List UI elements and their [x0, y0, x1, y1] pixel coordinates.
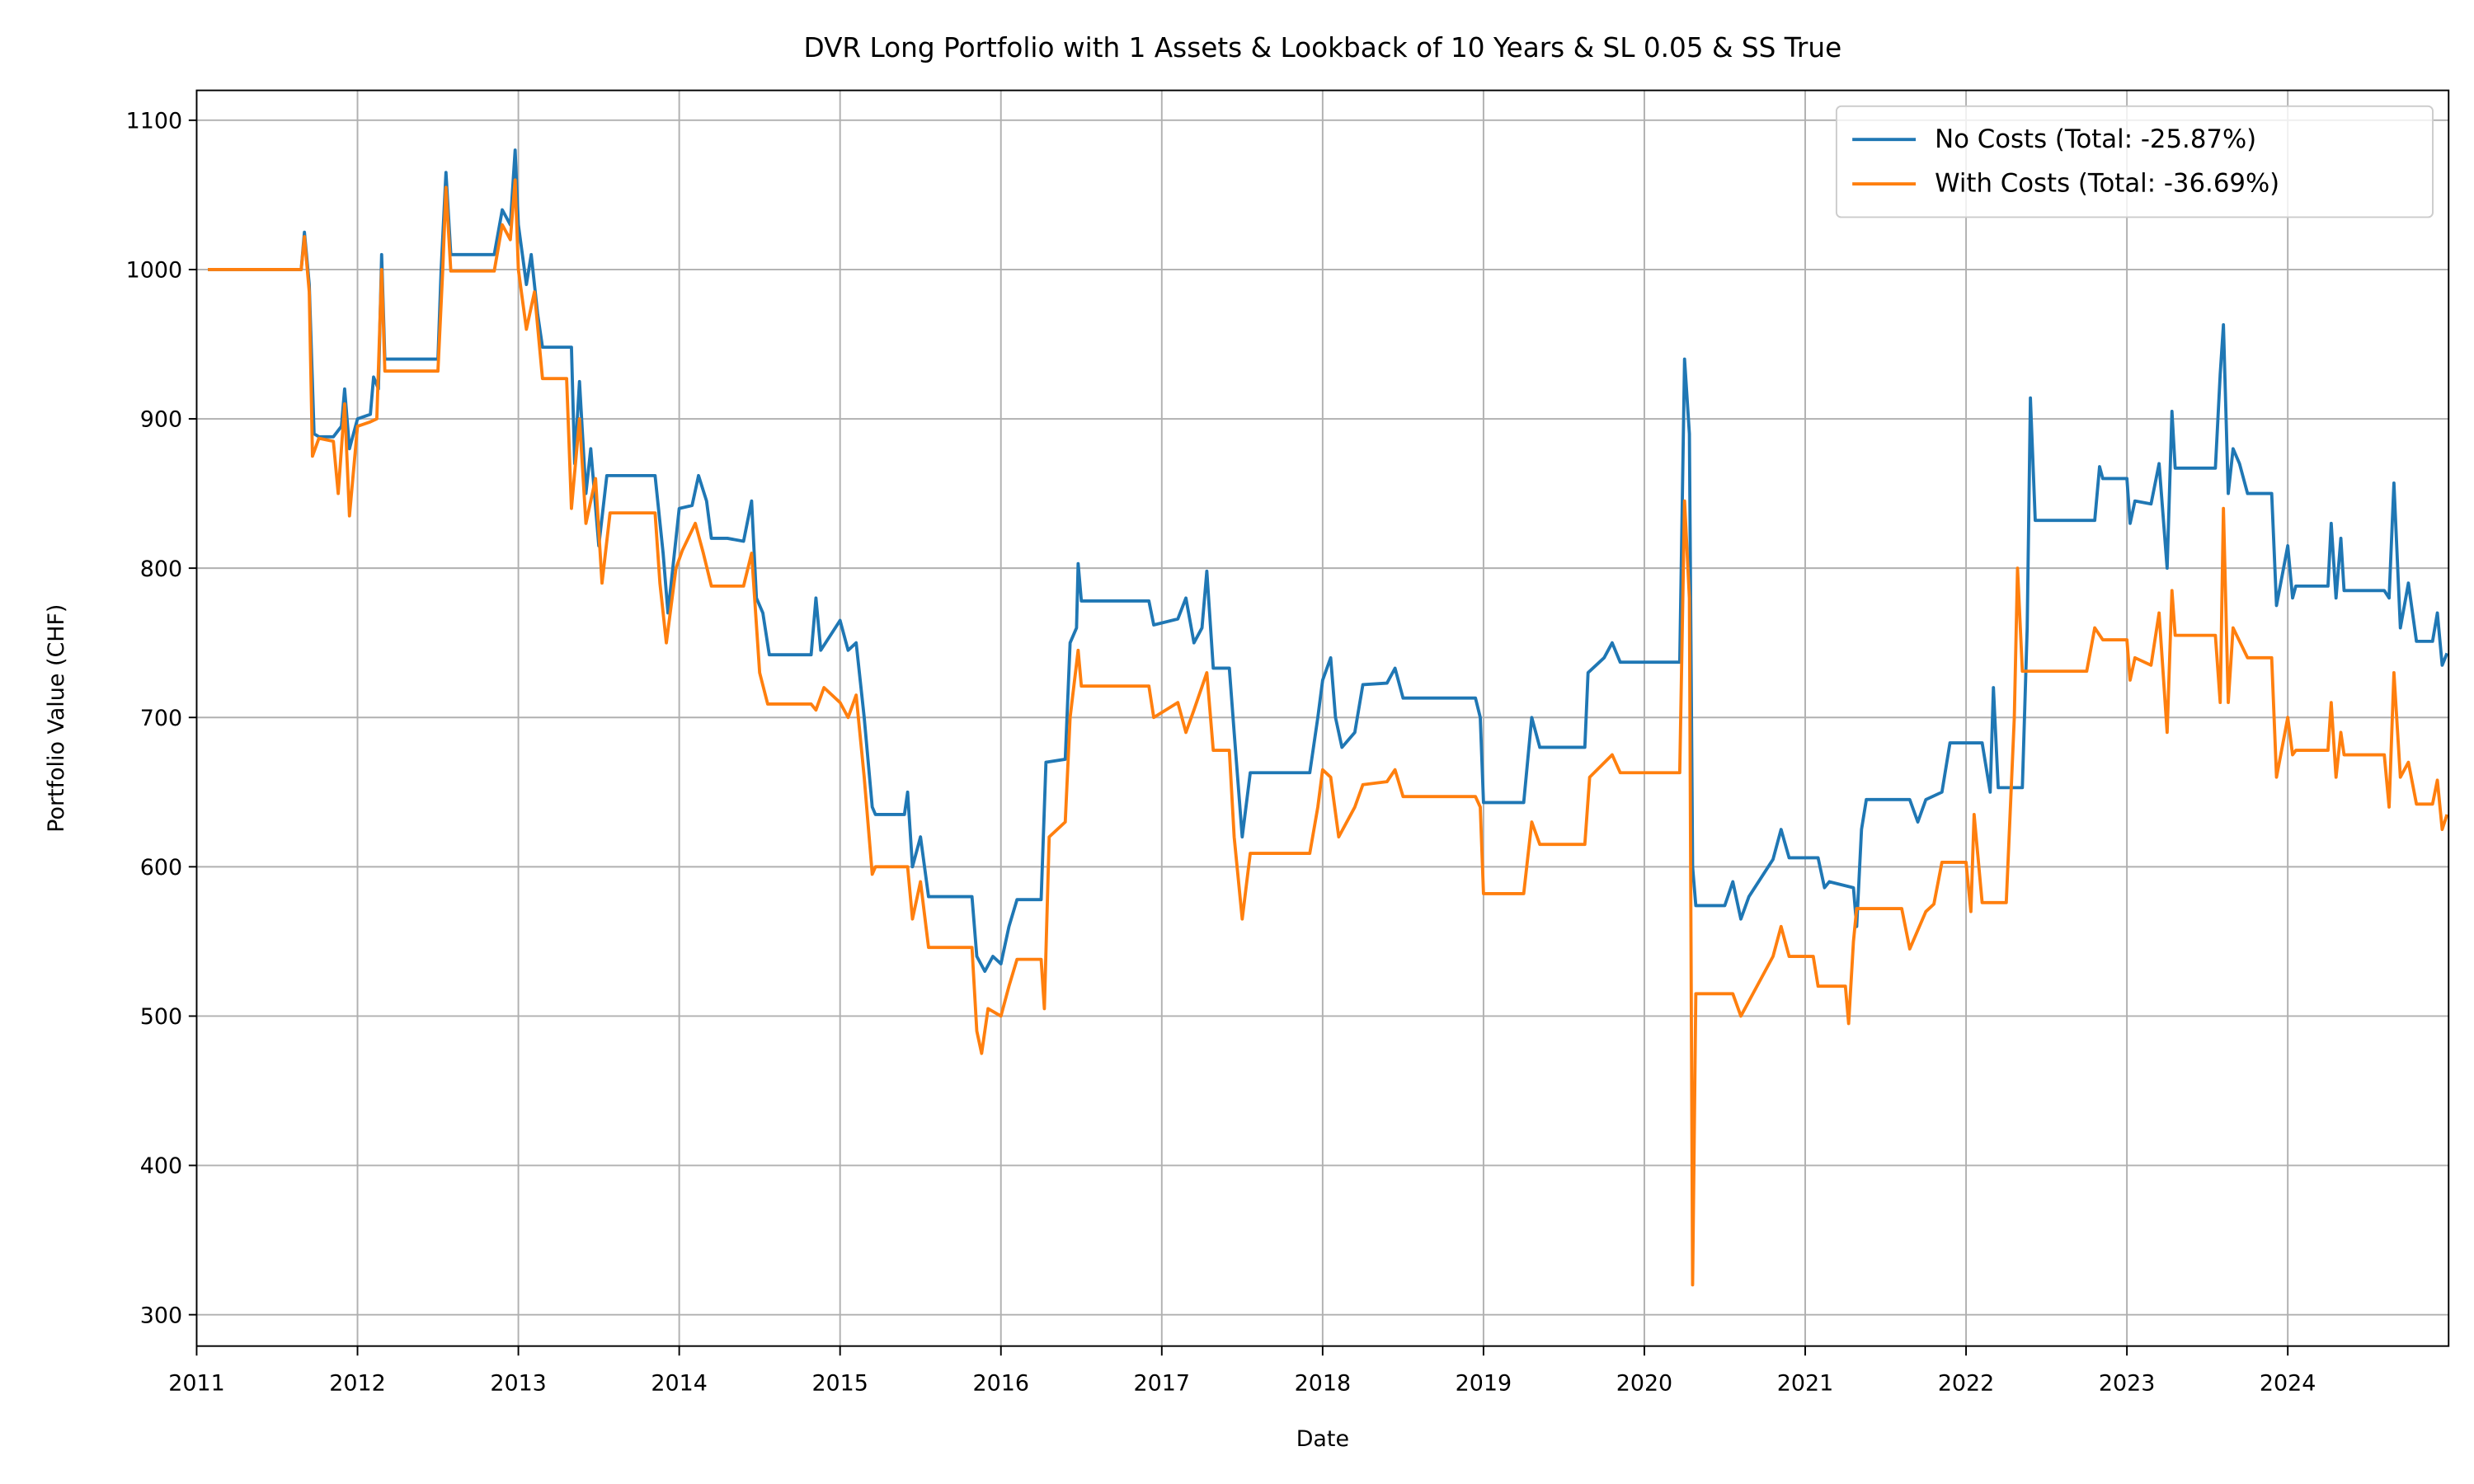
y-tick-label: 800	[140, 556, 182, 582]
y-tick-label: 500	[140, 1004, 182, 1030]
y-tick-label: 700	[140, 706, 182, 731]
legend-label: No Costs (Total: -25.87%)	[1935, 124, 2256, 154]
y-tick-label: 600	[140, 855, 182, 881]
y-tick-label: 1000	[126, 258, 182, 284]
y-tick-label: 300	[140, 1303, 182, 1328]
x-tick-label: 2022	[1938, 1371, 1994, 1397]
legend-box	[1835, 105, 2434, 218]
series-line	[208, 178, 2449, 1287]
x-tick-label: 2018	[1295, 1371, 1351, 1397]
legend-label: With Costs (Total: -36.69%)	[1935, 169, 2279, 199]
x-axis-label: Date	[1296, 1426, 1349, 1452]
x-tick-label: 2015	[811, 1371, 868, 1397]
y-tick-label: 1100	[126, 108, 182, 134]
x-tick-label: 2023	[2099, 1371, 2155, 1397]
x-tick-label: 2021	[1777, 1371, 1833, 1397]
y-tick-label: 400	[140, 1153, 182, 1179]
x-tick-label: 2017	[1134, 1371, 1190, 1397]
x-tick-label: 2013	[490, 1371, 546, 1397]
x-tick-label: 2024	[2260, 1371, 2316, 1397]
y-tick-label: 900	[140, 407, 182, 433]
x-tick-label: 2011	[168, 1371, 224, 1397]
chart-title: DVR Long Portfolio with 1 Assets & Lookb…	[803, 32, 1841, 63]
x-tick-label: 2016	[972, 1371, 1028, 1397]
x-tick-label: 2019	[1456, 1371, 1512, 1397]
x-tick-label: 2012	[329, 1371, 385, 1397]
plot-frame	[195, 89, 2450, 1347]
x-tick-label: 2020	[1616, 1371, 1672, 1397]
y-axis-label: Portfolio Value (CHF)	[44, 604, 69, 833]
x-tick-label: 2014	[651, 1371, 707, 1397]
